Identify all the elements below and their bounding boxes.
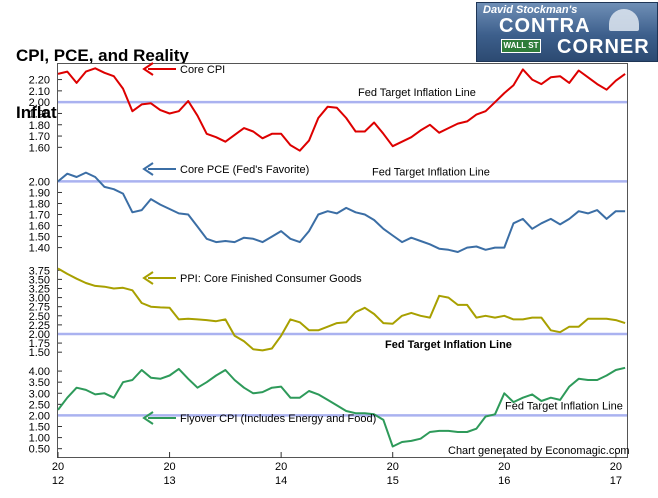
y-tick-label: 3.50	[29, 377, 50, 389]
x-tick-label-top: 20	[163, 461, 175, 473]
y-tick-label: 2.50	[29, 311, 50, 323]
fed-target-label: Fed Target Inflation Line	[505, 400, 623, 412]
legend-arrow-icon	[142, 411, 154, 425]
y-tick-label: 3.50	[29, 274, 50, 286]
y-tick-label: 2.50	[29, 399, 50, 411]
legend-label: Core CPI	[180, 64, 225, 76]
x-tick-label-top: 20	[610, 461, 622, 473]
x-tick-label-top: 20	[498, 461, 510, 473]
y-tick-label: 1.60	[29, 221, 50, 233]
y-tick-label: 1.70	[29, 210, 50, 222]
fed-target-label: Fed Target Inflation Line	[372, 166, 490, 178]
x-tick-label-bottom: 15	[387, 475, 399, 487]
legend-arrow-icon	[142, 271, 154, 285]
y-tick-label: 4.00	[29, 366, 50, 378]
fed-target-label: Fed Target Inflation Line	[358, 87, 476, 99]
y-tick-label: 3.25	[29, 283, 50, 295]
x-tick-label-top: 20	[275, 461, 287, 473]
legend-label: Flyover CPI (Includes Energy and Food)	[180, 413, 376, 425]
y-tick-label: 1.60	[29, 142, 50, 154]
contra-corner-logo: David Stockman's CONTRA WALL ST CORNER	[476, 2, 658, 62]
y-tick-label: 0.50	[29, 444, 50, 456]
series-line-core-cpi	[57, 67, 626, 152]
x-tick-label-bottom: 14	[275, 475, 287, 487]
series-line-flyover-cpi	[57, 366, 626, 448]
fed-target-label: Fed Target Inflation Line	[385, 339, 512, 351]
plot-area	[57, 63, 628, 458]
logo-byline: David Stockman's	[483, 4, 578, 16]
x-tick-label-bottom: 13	[163, 475, 175, 487]
legend-label: Core PCE (Fed's Favorite)	[180, 164, 309, 176]
legend-arrow-icon	[142, 162, 154, 176]
logo-word-corner: CORNER	[557, 36, 650, 58]
y-tick-label: 1.00	[29, 433, 50, 445]
series-line-core-pce	[57, 171, 626, 253]
legend-arrow-icon	[142, 62, 154, 76]
x-tick-label-top: 20	[52, 461, 64, 473]
x-tick-label-bottom: 17	[610, 475, 622, 487]
chart-credit: Chart generated by Economagic.com	[448, 445, 630, 457]
y-tick-label: 1.40	[29, 243, 50, 255]
y-tick-label: 1.70	[29, 131, 50, 143]
logo-word-contra: CONTRA	[499, 15, 591, 37]
y-tick-label: 2.00	[29, 97, 50, 109]
y-tick-label: 1.80	[29, 120, 50, 132]
y-tick-label: 2.10	[29, 86, 50, 98]
y-tick-label: 2.75	[29, 302, 50, 314]
y-tick-label: 1.75	[29, 338, 50, 350]
title-line-1: CPI, PCE, and Reality	[16, 46, 189, 65]
wall-street-sign: WALL ST	[501, 39, 541, 53]
y-tick-label: 1.50	[29, 232, 50, 244]
y-tick-label: 1.90	[29, 108, 50, 120]
x-tick-label-bottom: 16	[498, 475, 510, 487]
y-tick-label: 2.00	[29, 329, 50, 341]
y-tick-label: 1.50	[29, 347, 50, 359]
y-tick-label: 1.90	[29, 187, 50, 199]
x-tick-label-top: 20	[387, 461, 399, 473]
x-tick-label-bottom: 12	[52, 475, 64, 487]
legend-label: PPI: Core Finished Consumer Goods	[180, 273, 362, 285]
y-tick-label: 2.00	[29, 176, 50, 188]
y-tick-label: 3.00	[29, 388, 50, 400]
y-tick-label: 2.20	[29, 75, 50, 87]
series-line-ppi	[57, 267, 626, 352]
y-tick-label: 1.80	[29, 198, 50, 210]
y-tick-label: 2.25	[29, 320, 50, 332]
y-tick-label: 3.00	[29, 293, 50, 305]
y-tick-label: 3.75	[29, 265, 50, 277]
y-tick-label: 2.00	[29, 410, 50, 422]
capitol-dome-icon	[609, 9, 639, 31]
y-tick-label: 1.50	[29, 422, 50, 434]
